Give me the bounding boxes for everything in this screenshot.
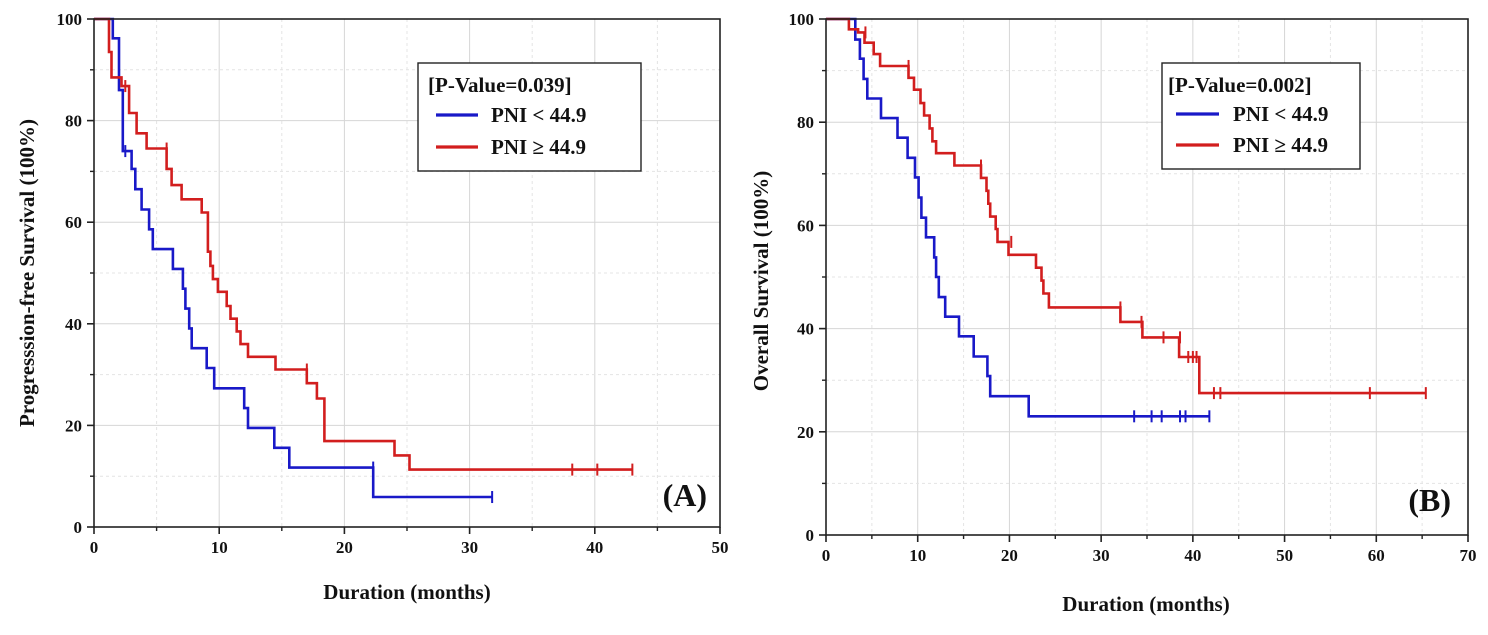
chart-panel-2: 0 10 20 30 40 50 60 70 0 20 40 60 80 100 Duration (mon… xyxy=(749,10,1477,616)
x-axis-title: Duration (months) xyxy=(323,580,490,604)
legend-label: PNI ≥ 44.9 xyxy=(1233,133,1328,157)
y-tick-label: 100 xyxy=(57,10,83,29)
chart-panel-1: 0 10 20 30 40 50 0 20 40 60 80 100 Duration (months)… xyxy=(15,10,729,604)
y-tick-label: 0 xyxy=(74,518,83,537)
series-line-pni-high xyxy=(826,17,1426,395)
y-tick-label: 20 xyxy=(797,423,814,442)
legend: [P-Value=0.002] PNI < 44.9 PNI ≥ 44.9 xyxy=(1161,62,1361,170)
legend-box xyxy=(417,62,642,172)
x-tick-label: 10 xyxy=(909,546,926,565)
x-tick-label: 40 xyxy=(586,538,603,557)
y-tick-label: 60 xyxy=(65,213,82,232)
legend-label: PNI < 44.9 xyxy=(491,103,586,127)
y-tick-label: 100 xyxy=(789,10,815,29)
x-tick-label: 20 xyxy=(1001,546,1018,565)
y-tick-label: 80 xyxy=(797,113,814,132)
x-tick-label: 20 xyxy=(336,538,353,557)
panel-label: (A) xyxy=(663,477,707,513)
x-tick-label: 40 xyxy=(1184,546,1201,565)
y-tick-label: 60 xyxy=(797,216,814,235)
x-tick-label: 0 xyxy=(90,538,99,557)
series-line-pni-high xyxy=(94,17,633,471)
legend-label: PNI < 44.9 xyxy=(1233,102,1328,126)
y-tick-label: 40 xyxy=(797,320,814,339)
y-tick-label: 80 xyxy=(65,112,82,131)
series-line-pni-low xyxy=(826,17,1210,418)
x-tick-label: 50 xyxy=(712,538,729,557)
legend: [P-Value=0.039] PNI < 44.9 PNI ≥ 44.9 xyxy=(417,62,642,172)
panel-label: (B) xyxy=(1408,482,1451,518)
legend-box xyxy=(1161,62,1361,170)
legend-label: PNI ≥ 44.9 xyxy=(491,135,586,159)
legend-title: [P-Value=0.002] xyxy=(1168,73,1312,97)
y-axis-title: Progresssion-free Survival (100%) xyxy=(15,119,39,427)
x-tick-label: 10 xyxy=(211,538,228,557)
y-tick-label: 40 xyxy=(65,315,82,334)
series-line-pni-low xyxy=(94,17,493,499)
y-tick-label: 0 xyxy=(806,526,815,545)
legend-title: [P-Value=0.039] xyxy=(428,73,572,97)
x-tick-label: 30 xyxy=(461,538,478,557)
y-tick-label: 20 xyxy=(65,416,82,435)
x-tick-label: 30 xyxy=(1093,546,1110,565)
x-tick-label: 60 xyxy=(1368,546,1385,565)
x-tick-label: 0 xyxy=(822,546,831,565)
x-axis-title: Duration (months) xyxy=(1062,592,1229,616)
y-axis-title: Overall Survival (100%) xyxy=(749,171,773,391)
x-tick-label: 70 xyxy=(1460,546,1477,565)
x-tick-label: 50 xyxy=(1276,546,1293,565)
